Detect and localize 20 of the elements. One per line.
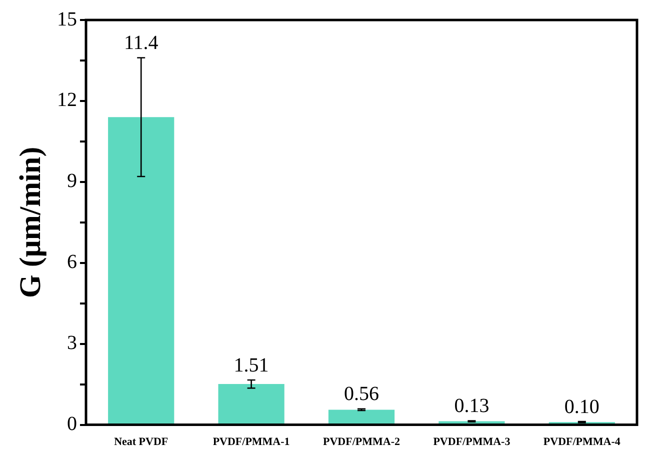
y-tick-label: 0 xyxy=(67,413,77,436)
bar xyxy=(108,117,174,424)
x-tick-label: Neat PVDF xyxy=(114,436,168,448)
x-tick-label: PVDF/PMMA-1 xyxy=(212,436,290,448)
bar xyxy=(218,384,284,424)
bar xyxy=(328,410,395,424)
y-tick-label: 3 xyxy=(67,332,77,354)
data-label: 1.51 xyxy=(234,354,269,376)
y-axis-title: G (μm/min) xyxy=(14,146,47,298)
data-label: 11.4 xyxy=(124,32,158,54)
x-tick-label: PVDF/PMMA-4 xyxy=(543,436,621,448)
y-tick-label: 12 xyxy=(57,89,77,112)
x-tick-label: PVDF/PMMA-2 xyxy=(323,436,400,448)
data-label: 0.56 xyxy=(344,383,379,406)
data-label: 0.13 xyxy=(454,395,490,417)
y-tick-label: 9 xyxy=(67,170,77,192)
y-tick-label: 15 xyxy=(57,8,77,30)
y-tick-label: 6 xyxy=(67,251,77,274)
x-tick-label: PVDF/PMMA-3 xyxy=(433,436,511,448)
data-label: 0.10 xyxy=(564,396,600,418)
